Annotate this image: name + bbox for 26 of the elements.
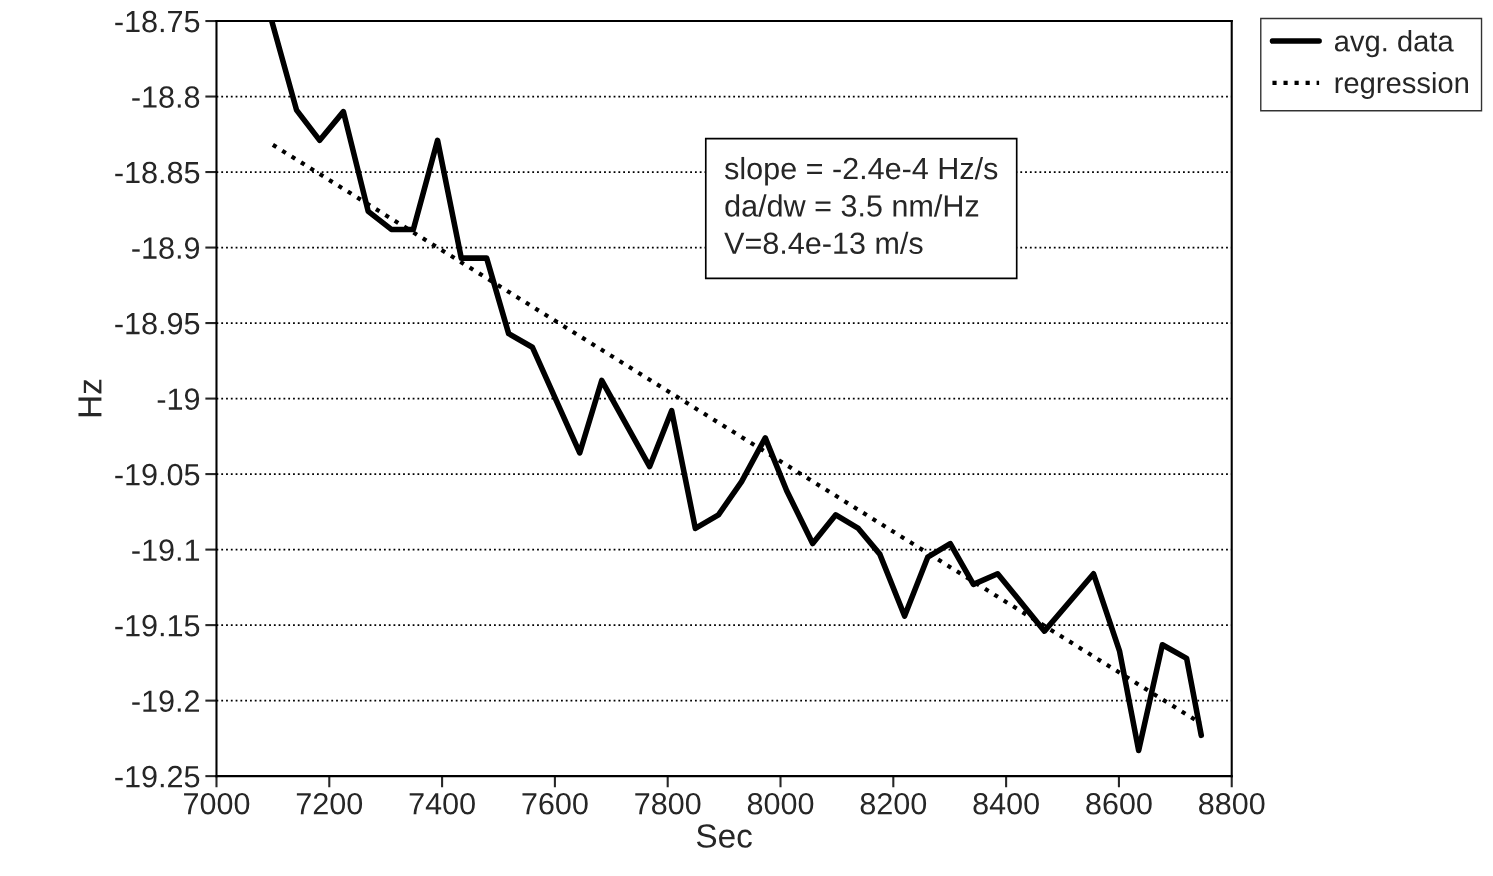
y-tick-label: -18.75 [115, 10, 200, 33]
x-tick-label: 8400 [973, 792, 1039, 815]
y-axis-title: Hz [78, 379, 102, 417]
x-tick-label: 8600 [1086, 792, 1152, 815]
y-tick-label: -19.2 [132, 690, 199, 712]
y-tick-label: -19.25 [115, 765, 200, 788]
x-tick-label: 8000 [747, 792, 814, 815]
x-tick-label: 8200 [860, 792, 927, 815]
y-tick-label: -19.1 [132, 539, 200, 561]
x-tick-label: 7600 [522, 792, 588, 815]
x-tick-label: 7000 [184, 792, 250, 815]
y-tick-label: -19.15 [115, 614, 200, 637]
x-axis-title: Sec [696, 824, 752, 848]
y-tick-label: -19 [157, 388, 200, 410]
legend-label: regression [1335, 71, 1468, 100]
x-tick-label: 8800 [1199, 792, 1265, 815]
annotation: slope = -2.4e-4 Hz/s da/dw = 3.5 nm/Hz V=8.4e-13 m/s [724, 156, 998, 255]
legend-label: avg. data [1334, 30, 1454, 58]
y-tick-label: -18.8 [132, 86, 200, 108]
x-tick-label: 7400 [409, 792, 475, 815]
y-tick-label: -18.95 [115, 312, 200, 335]
y-tick-label: -18.85 [115, 161, 200, 184]
x-tick-label: 7200 [296, 792, 363, 815]
y-tick-label: -18.9 [132, 237, 200, 259]
x-tick-label: 7800 [635, 792, 701, 815]
y-tick-label: -19.05 [115, 463, 200, 486]
